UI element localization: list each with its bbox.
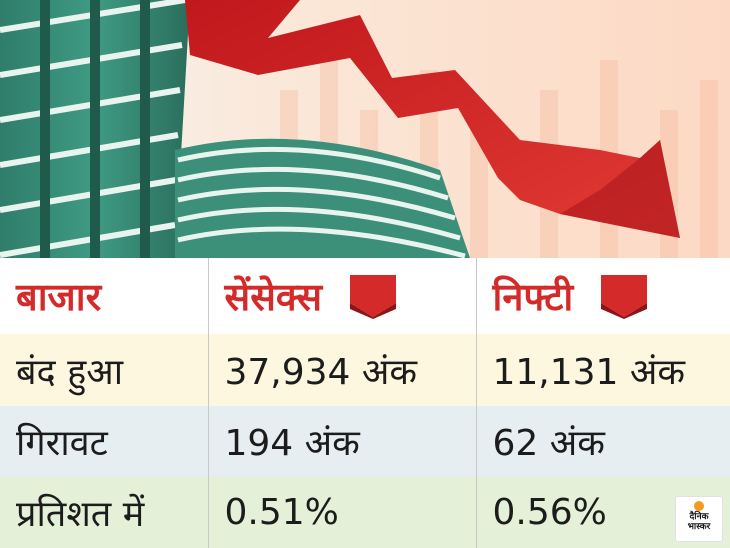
background-bars [280,60,718,258]
market-table: बाजार सेंसेक्स निफ्टी [0,258,730,548]
nifty-value: 62 अंक [492,422,605,464]
header-nifty-label: निफ्टी [492,275,574,319]
falling-arrow [185,0,680,238]
table-header-row: बाजार सेंसेक्स निफ्टी [0,258,730,334]
nifty-value: 11,131 अंक [492,351,686,393]
row-label: प्रतिशत में [0,476,209,548]
header-sensex-label: सेंसेक्स [224,275,323,319]
publisher-logo: दैनिक भास्कर [675,496,723,542]
header-nifty: निफ्टी [476,258,730,334]
sun-icon [694,501,704,511]
table-row: प्रतिशत में 0.51% 0.56% [0,476,730,548]
row-label: बंद हुआ [0,334,209,406]
header-market-label: बाजार [16,275,102,319]
exchange-tower [0,0,190,258]
sensex-value: 37,934 अंक [208,334,477,406]
header-market: बाजार [0,258,209,334]
falling-market-illustration [0,0,730,258]
table-row: गिरावट 194 अंक 62 अंक [0,406,730,476]
nifty-value: 0.56% [492,491,607,533]
sensex-value: 0.51% [208,476,477,548]
sensex-value: 194 अंक [208,406,477,476]
down-arrow-icon [595,273,653,319]
logo-line2: भास्कर [687,522,711,532]
exchange-dome [175,138,470,258]
table-row: बंद हुआ 37,934 अंक 11,131 अंक [0,334,730,406]
row-label: गिरावट [0,406,209,476]
logo-line1: दैनिक [689,512,709,522]
down-arrow-icon [344,273,402,319]
header-sensex: सेंसेक्स [208,258,477,334]
hero-illustration [0,0,730,258]
